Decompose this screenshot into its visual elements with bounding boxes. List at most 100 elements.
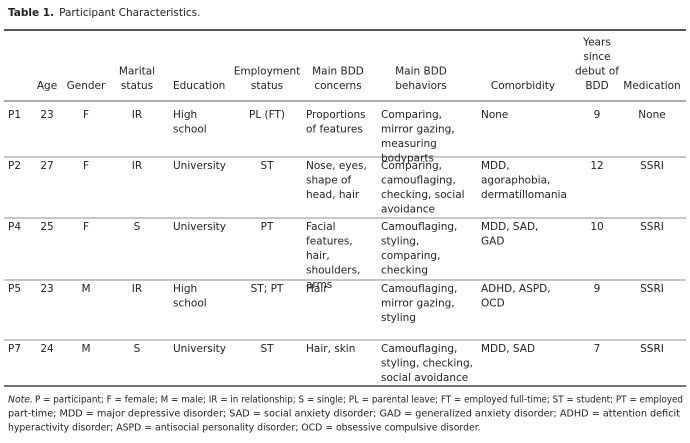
table-cell: High bbox=[173, 109, 197, 121]
table-cell: MDD, bbox=[481, 160, 510, 172]
note-line: part-time; MDD = major depressive disord… bbox=[8, 409, 680, 420]
table-cell: ST bbox=[260, 160, 274, 172]
column-header: Years bbox=[582, 37, 611, 49]
table-cell: arms bbox=[306, 279, 332, 291]
table-cell: Nose, eyes, bbox=[306, 160, 367, 172]
table-cell: 23 bbox=[40, 109, 53, 121]
table-cell: None bbox=[481, 109, 508, 121]
table-cell: High bbox=[173, 283, 197, 295]
caption-title: Participant Characteristics. bbox=[59, 7, 200, 19]
column-header: Main BDD bbox=[312, 66, 364, 78]
column-header: Education bbox=[173, 80, 225, 92]
table-cell: mirror gazing, bbox=[381, 298, 455, 310]
table-cell: ST; PT bbox=[251, 283, 284, 295]
table-cell: ADHD, ASPD, bbox=[481, 283, 551, 295]
row-id: P7 bbox=[8, 343, 21, 355]
column-header: concerns bbox=[314, 80, 361, 92]
note-line: hyperactivity disorder; ASPD = antisocia… bbox=[8, 423, 481, 434]
table-cell: Camouflaging, bbox=[381, 221, 457, 233]
table-cell: mirror gazing, bbox=[381, 124, 455, 136]
table-cell: University bbox=[173, 160, 226, 172]
column-header: Employment bbox=[234, 66, 301, 78]
column-header: Medication bbox=[623, 80, 680, 92]
table-cell: 9 bbox=[594, 283, 601, 295]
table-cell: S bbox=[134, 343, 141, 355]
table-cell: Facial bbox=[306, 221, 336, 233]
table-cell: agoraphobia, bbox=[481, 175, 550, 187]
table-cell: checking bbox=[381, 265, 428, 277]
table-cell: F bbox=[83, 109, 89, 121]
table-cell: styling, bbox=[381, 236, 419, 248]
table-cell: SSRI bbox=[640, 283, 664, 295]
table-cell: 27 bbox=[40, 160, 53, 172]
table-cell: OCD bbox=[481, 298, 505, 310]
table-cell: PL (FT) bbox=[249, 109, 285, 121]
table-cell: avoidance bbox=[381, 204, 435, 216]
table-cell: features, bbox=[306, 236, 353, 248]
table-cell: checking, social bbox=[381, 189, 465, 201]
table-cell: shape of bbox=[306, 175, 351, 187]
column-header: Comorbidity bbox=[491, 80, 555, 92]
table-cell: GAD bbox=[481, 236, 504, 248]
table-cell: camouflaging, bbox=[381, 175, 456, 187]
table-cell: SSRI bbox=[640, 343, 664, 355]
column-header: behaviors bbox=[395, 80, 447, 92]
table-cell: styling bbox=[381, 312, 416, 324]
row-id: P2 bbox=[8, 160, 21, 172]
row-id: P5 bbox=[8, 283, 21, 295]
table-cell: Camouflaging, bbox=[381, 283, 457, 295]
table-cell: MDD, SAD, bbox=[481, 221, 538, 233]
row-id: P4 bbox=[8, 221, 21, 233]
table-cell: PT bbox=[261, 221, 274, 233]
table-cell: social avoidance bbox=[381, 372, 468, 384]
column-header: status bbox=[121, 80, 153, 92]
table-cell: ST bbox=[260, 343, 274, 355]
table-cell: Hair bbox=[306, 283, 328, 295]
column-header: Marital bbox=[119, 66, 155, 78]
table-cell: M bbox=[81, 283, 90, 295]
table-cell: school bbox=[173, 124, 207, 136]
note-line: P = participant; F = female; M = male; I… bbox=[35, 395, 683, 406]
table-cell: hair, bbox=[306, 250, 330, 262]
table-cell: 9 bbox=[594, 109, 601, 121]
table-cell: of features bbox=[306, 124, 363, 136]
table-cell: 12 bbox=[590, 160, 603, 172]
table-cell: IR bbox=[132, 283, 142, 295]
column-header: since bbox=[583, 51, 610, 63]
table-cell: F bbox=[83, 221, 89, 233]
table-cell: University bbox=[173, 343, 226, 355]
column-header: Age bbox=[37, 80, 57, 92]
table-caption: Table 1. Participant Characteristics. bbox=[8, 7, 200, 19]
table-cell: SSRI bbox=[640, 221, 664, 233]
table-cell: styling, checking, bbox=[381, 358, 473, 370]
caption-label: Table 1. bbox=[8, 7, 54, 19]
table-cell: comparing, bbox=[381, 250, 440, 262]
table-cell: Camouflaging, bbox=[381, 343, 457, 355]
table-cell: 7 bbox=[594, 343, 601, 355]
column-header: Main BDD bbox=[395, 66, 447, 78]
table-cell: IR bbox=[132, 109, 142, 121]
column-header: Gender bbox=[67, 80, 106, 92]
table-cell: head, hair bbox=[306, 189, 360, 201]
note-label: Note. bbox=[8, 395, 33, 406]
table-cell: school bbox=[173, 298, 207, 310]
table-cell: SSRI bbox=[640, 160, 664, 172]
table-cell: MDD, SAD bbox=[481, 343, 535, 355]
table-cell: University bbox=[173, 221, 226, 233]
row-id: P1 bbox=[8, 109, 21, 121]
table-cell: 10 bbox=[590, 221, 603, 233]
table-cell: 24 bbox=[40, 343, 54, 355]
table-cell: IR bbox=[132, 160, 142, 172]
column-header: debut of bbox=[575, 66, 619, 78]
table-cell: bodyparts bbox=[381, 153, 434, 165]
table-cell: measuring bbox=[381, 138, 437, 150]
table-cell: Hair, skin bbox=[306, 343, 355, 355]
table-cell: shoulders, bbox=[306, 265, 360, 277]
table-cell: S bbox=[134, 221, 141, 233]
table-cell: dermatillomania bbox=[481, 189, 567, 201]
table-cell: None bbox=[638, 109, 665, 121]
column-header: BDD bbox=[585, 80, 608, 92]
table-cell: Comparing, bbox=[381, 160, 442, 172]
column-header: status bbox=[251, 80, 283, 92]
